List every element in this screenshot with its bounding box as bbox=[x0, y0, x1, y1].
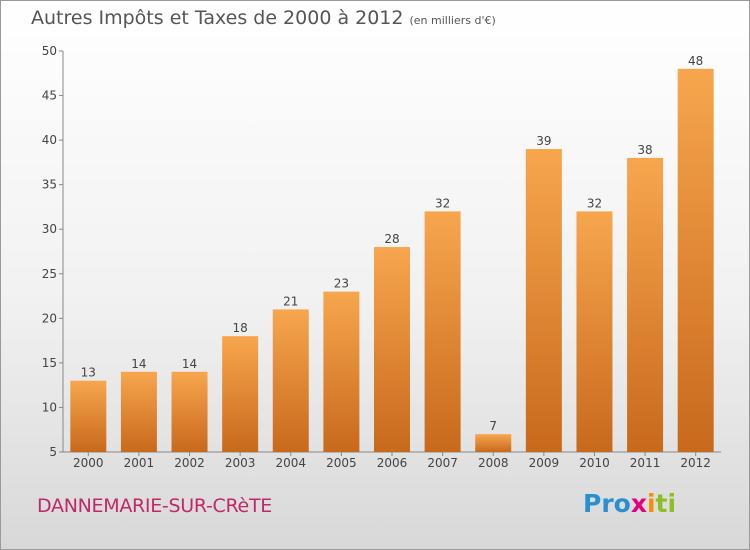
x-tick-label-2005: 2005 bbox=[326, 456, 357, 470]
bar-2006 bbox=[374, 247, 410, 452]
x-tick-label-2003: 2003 bbox=[225, 456, 256, 470]
y-tick-label: 35 bbox=[42, 178, 57, 192]
x-tick-label-2004: 2004 bbox=[275, 456, 306, 470]
bar-2007 bbox=[424, 211, 461, 452]
y-tick-label: 5 bbox=[49, 445, 57, 459]
x-tick-label-2010: 2010 bbox=[579, 456, 610, 470]
data-label-2009: 39 bbox=[536, 134, 551, 148]
y-tick-label: 40 bbox=[42, 133, 57, 147]
x-tick-label-2009: 2009 bbox=[529, 456, 560, 470]
data-label-2005: 23 bbox=[334, 277, 349, 291]
x-tick-label-2008: 2008 bbox=[478, 456, 509, 470]
commune-name: DANNEMARIE-SUR-CRèTE bbox=[37, 495, 272, 517]
logo-part-2: x bbox=[630, 489, 647, 518]
x-tick-label-2002: 2002 bbox=[174, 456, 205, 470]
chart-title: Autres Impôts et Taxes de 2000 à 2012 (en… bbox=[31, 7, 496, 29]
data-label-2001: 14 bbox=[131, 357, 146, 371]
chart-title-text: Autres Impôts et Taxes de 2000 à 2012 bbox=[31, 7, 404, 29]
y-tick-label: 30 bbox=[42, 222, 57, 236]
data-label-2000: 13 bbox=[81, 366, 96, 380]
data-label-2012: 48 bbox=[688, 54, 703, 68]
data-label-2010: 32 bbox=[587, 196, 602, 210]
x-tick-label-2000: 2000 bbox=[73, 456, 104, 470]
data-label-2011: 38 bbox=[637, 143, 652, 157]
bar-2005 bbox=[323, 291, 360, 452]
chart-subtitle: (en milliers d'€) bbox=[409, 14, 496, 27]
bar-2011 bbox=[627, 157, 664, 452]
bar-2008 bbox=[475, 434, 512, 452]
y-tick-label: 20 bbox=[42, 311, 57, 325]
data-label-2004: 21 bbox=[283, 294, 298, 308]
chart-data-labels: 13 14 14 18 21 23 28 32 7 39 32 38 48 bbox=[81, 54, 704, 433]
y-tick-label: 10 bbox=[42, 400, 57, 414]
bar-2009 bbox=[525, 149, 562, 452]
x-tick-label-2001: 2001 bbox=[124, 456, 155, 470]
x-tick-label-2006: 2006 bbox=[377, 456, 408, 470]
bar-2002 bbox=[171, 371, 208, 452]
bar-2003 bbox=[222, 336, 259, 452]
y-tick-label: 15 bbox=[42, 356, 57, 370]
y-tick-label: 25 bbox=[42, 267, 57, 281]
proxiti-logo: Proxiti bbox=[583, 489, 676, 518]
x-tick-label-2012: 2012 bbox=[680, 456, 711, 470]
bar-2012 bbox=[677, 68, 714, 453]
x-tick-label-2011: 2011 bbox=[630, 456, 661, 470]
x-tick-label-2007: 2007 bbox=[427, 456, 458, 470]
logo-part-4: ti bbox=[655, 489, 677, 518]
bar-2001 bbox=[120, 371, 157, 452]
data-label-2008: 7 bbox=[489, 419, 497, 433]
logo-part-3: i bbox=[646, 489, 656, 518]
data-label-2002: 14 bbox=[182, 357, 197, 371]
y-tick-label: 50 bbox=[42, 44, 57, 58]
data-label-2003: 18 bbox=[233, 321, 248, 335]
logo-part-1: Pro bbox=[583, 489, 631, 518]
y-tick-label: 45 bbox=[42, 89, 57, 103]
bar-2004 bbox=[272, 309, 309, 452]
bar-2000 bbox=[70, 380, 107, 452]
data-label-2006: 28 bbox=[384, 232, 399, 246]
chart-bars bbox=[70, 68, 714, 453]
bar-2010 bbox=[576, 211, 613, 452]
data-label-2007: 32 bbox=[435, 196, 450, 210]
